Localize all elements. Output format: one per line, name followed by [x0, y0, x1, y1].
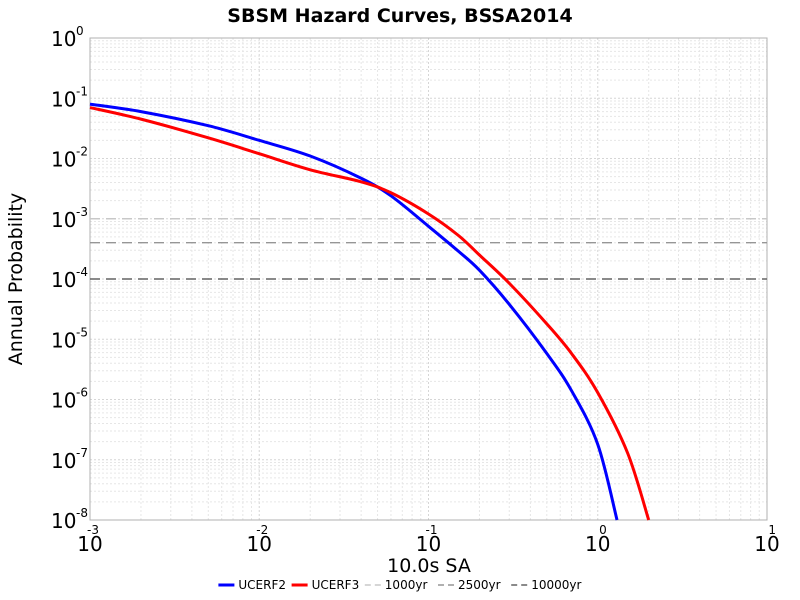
x-tick-exponent: -1 [426, 523, 438, 537]
y-tick-exponent: -5 [76, 325, 88, 339]
legend-label-1000yr: 1000yr [385, 578, 428, 592]
y-tick-exponent: -6 [76, 386, 88, 400]
y-tick-label: 10 [51, 449, 76, 473]
x-tick-label: 10 [77, 532, 102, 556]
y-axis-label: Annual Probability [5, 193, 27, 366]
y-tick-exponent: -8 [76, 506, 88, 520]
y-tick-exponent: -3 [76, 205, 88, 219]
legend-label-2500yr: 2500yr [458, 578, 501, 592]
y-tick-label: 10 [51, 389, 76, 413]
x-axis-label: 10.0s SA [387, 555, 471, 577]
series-line-ucerf3 [89, 106, 651, 521]
x-tick-label: 10 [247, 532, 272, 556]
y-tick-label: 10 [51, 328, 76, 352]
legend-label-ucerf3: UCERF3 [312, 578, 360, 592]
legend-label-10000yr: 10000yr [531, 578, 581, 592]
x-tick-exponent: -3 [87, 523, 99, 537]
x-tick-exponent: 0 [599, 523, 607, 537]
series-line-ucerf2 [89, 102, 619, 521]
x-tick-exponent: 1 [768, 523, 776, 537]
x-tick-exponent: -2 [256, 523, 268, 537]
y-tick-exponent: -4 [76, 265, 88, 279]
y-tick-label: 10 [51, 208, 76, 232]
y-tick-label: 10 [51, 268, 76, 292]
y-tick-label: 10 [51, 509, 76, 533]
y-tick-exponent: 0 [76, 24, 84, 38]
chart-title: SBSM Hazard Curves, BSSA2014 [227, 5, 572, 27]
y-tick-label: 10 [51, 148, 76, 172]
x-tick-label: 10 [585, 532, 610, 556]
y-tick-label: 10 [51, 27, 76, 51]
reference-lines [90, 218, 767, 280]
y-tick-exponent: -1 [76, 84, 88, 98]
y-tick-exponent: -2 [76, 145, 88, 159]
grid [90, 38, 767, 520]
legend-label-ucerf2: UCERF2 [238, 578, 286, 592]
x-tick-label: 10 [416, 532, 441, 556]
y-tick-label: 10 [51, 87, 76, 111]
x-tick-label: 10 [754, 532, 779, 556]
legend: UCERF2 UCERF3 1000yr 2500yr 10000yr [218, 578, 581, 592]
series-lines [89, 102, 651, 521]
y-tick-exponent: -7 [76, 446, 88, 460]
